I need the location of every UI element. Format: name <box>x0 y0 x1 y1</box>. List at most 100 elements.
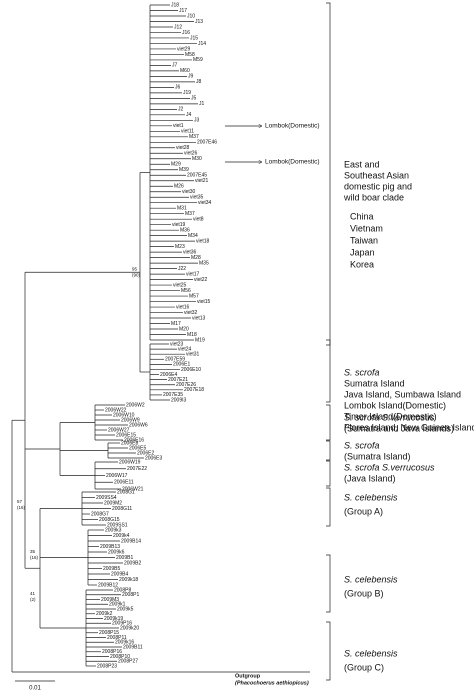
leaf-label: viet25 <box>173 282 187 288</box>
clade-label: East and <box>344 159 380 169</box>
leaf-label: 2006W21 <box>122 486 144 492</box>
leaf-label: 2006E1 <box>173 362 190 368</box>
outgroup-label: Outgroup <box>235 673 261 679</box>
leaf-label: J13 <box>195 19 203 25</box>
leaf-label: 2009k5 <box>117 606 134 612</box>
leaf-label: 2007E22 <box>127 466 147 472</box>
leaf-label: viet13 <box>192 315 206 321</box>
leaf-label: M39 <box>179 167 189 173</box>
clade-label: S. scrofa <box>344 440 380 450</box>
leaf-label: M37 <box>189 134 199 140</box>
leaf-label: 2006W6 <box>129 422 148 428</box>
leaf-label: 2008P1 <box>122 592 139 598</box>
leaf-label: 2009k1 <box>109 602 126 608</box>
leaf-label: 2006E5 <box>129 445 146 451</box>
leaf-label: J2 <box>178 107 184 113</box>
leaf-label: viet17 <box>186 271 200 277</box>
clade-region: China <box>350 211 374 221</box>
leaf-label: 2009k20 <box>120 625 139 631</box>
clade-label: S. celebensis <box>344 492 398 502</box>
leaf-label: J6 <box>175 85 181 91</box>
leaf-label: M26 <box>174 184 184 190</box>
leaf-label: viet24 <box>178 346 192 352</box>
leaf-label: M60 <box>180 68 190 74</box>
leaf-label: 2006W10 <box>113 412 135 418</box>
leaf-label: M37 <box>185 211 195 217</box>
leaf-label: 2006W9 <box>121 417 140 423</box>
leaf-label: 2006E16 <box>124 437 144 443</box>
leaf-label: 2008P15 <box>99 630 119 636</box>
clade-label: Flores Island, New Guinea Island <box>344 422 474 432</box>
arrow-label: Lombok(Domestic) <box>265 159 320 166</box>
leaf-label: M20 <box>179 326 189 332</box>
clade-label: S. celebensis <box>344 574 398 584</box>
leaf-label: 2007E46 <box>197 140 217 146</box>
leaf-label: 2007E18 <box>184 387 204 393</box>
leaf-label: M17 <box>171 321 181 327</box>
leaf-label: viet36 <box>183 249 197 255</box>
leaf-label: J3 <box>194 118 200 124</box>
clade-label: (Sumatra and Java Islands) <box>344 423 454 433</box>
leaf-label: 2008G1 <box>117 489 135 495</box>
clade-label: Southeast Asian <box>344 170 409 180</box>
leaf-label: 2009B4 <box>111 571 128 577</box>
leaf-label: J9 <box>188 74 194 80</box>
leaf-label: 2009P16 <box>112 621 132 627</box>
clade-bracket <box>326 460 331 487</box>
leaf-label: M31 <box>177 206 187 212</box>
leaf-label: J17 <box>179 8 187 14</box>
leaf-label: 2007E59 <box>165 357 185 363</box>
support-alt: (2) <box>30 597 36 602</box>
outgroup-species: (Phacochoerus aethiopicus) <box>235 680 309 686</box>
leaf-label: 2009M3 <box>101 597 119 603</box>
support-alt: (90) <box>132 272 141 277</box>
leaf-label: 2006W27 <box>108 427 130 433</box>
leaf-label: M36 <box>180 227 190 233</box>
leaf-label: viet35 <box>190 195 204 201</box>
leaf-label: viet21 <box>195 178 209 184</box>
leaf-label: 2008P11 <box>107 635 127 641</box>
leaf-label: 2007E35 <box>163 392 183 398</box>
leaf-label: J5 <box>191 96 197 102</box>
clade-label: (Group B) <box>344 588 384 598</box>
leaf-label: M56 <box>181 288 191 294</box>
clade-region: Japan <box>350 247 375 257</box>
leaf-label: 2009B5 <box>103 566 120 572</box>
leaf-label: M18 <box>187 332 197 338</box>
leaf-label: M58 <box>185 52 195 58</box>
leaf-label: 2006E10 <box>181 367 201 373</box>
leaf-label: 2009k6 <box>108 549 125 555</box>
leaf-label: J19 <box>183 90 191 96</box>
leaf-label: M34 <box>188 233 198 239</box>
leaf-label: J14 <box>198 41 206 47</box>
clade-label: Sumatra Island <box>344 378 405 388</box>
leaf-label: 2009k4 <box>113 533 130 539</box>
clade-label: S. celebensis <box>344 648 398 658</box>
leaf-label: M35 <box>199 260 209 266</box>
leaf-label: 2006W2 <box>126 402 145 408</box>
leaf-label: viet23 <box>170 341 184 347</box>
leaf-label: 2009M2 <box>104 500 122 506</box>
leaf-label: M30 <box>192 156 202 162</box>
leaf-label: viet32 <box>184 310 198 316</box>
leaf-label: 2006E3 <box>145 455 162 461</box>
support-value: 41 <box>30 591 36 596</box>
leaf-label: 2007E26 <box>176 382 196 388</box>
support-alt: (16) <box>30 555 39 560</box>
arrow-label: Lombok(Domestic) <box>265 123 320 130</box>
leaf-label: 2009k2 <box>96 611 113 617</box>
leaf-label: 2006W17 <box>106 473 128 479</box>
leaf-label: 2009B1 <box>116 555 133 561</box>
leaf-label: viet11 <box>181 129 194 135</box>
clade-label: domestic pig and <box>344 181 412 191</box>
leaf-label: 2008G7 <box>91 511 109 517</box>
clade-label: S. scrofa S.verrucosus <box>344 412 435 422</box>
leaf-label: M23 <box>175 244 185 250</box>
leaf-label: 2008P16 <box>102 649 122 655</box>
leaf-label: 2006W19 <box>119 459 141 465</box>
leaf-label: J22 <box>178 266 186 272</box>
clade-label: S. scrofa S.verrucosus <box>344 462 435 472</box>
leaf-label: M28 <box>191 255 201 261</box>
leaf-label: 2006E4 <box>160 372 177 378</box>
leaf-label: 2009B14 <box>121 538 141 544</box>
